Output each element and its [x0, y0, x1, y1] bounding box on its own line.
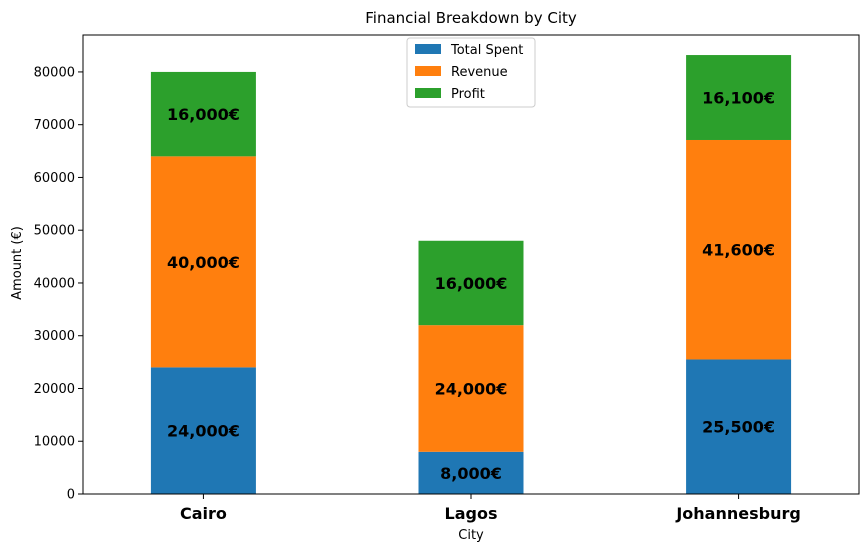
- y-tick-label: 30000: [34, 329, 75, 344]
- data-label-total-spent-cairo: 24,000€: [167, 422, 240, 441]
- y-ticks: 0 10000 20000 30000 40000 50000 60000 70000 8000…: [34, 65, 83, 503]
- y-tick-label: 10000: [34, 435, 75, 450]
- x-ticks: Cairo Lagos Johannesburg: [180, 494, 801, 523]
- y-tick-label: 60000: [34, 171, 75, 186]
- x-axis-label: City: [458, 528, 484, 543]
- bar-profit-cairo: [150, 71, 256, 157]
- bar-revenue-lagos: [418, 325, 524, 452]
- data-label-total-spent-johannesburg: 25,500€: [702, 418, 775, 437]
- x-tick-label-lagos: Lagos: [445, 504, 498, 523]
- bar-total-spent-johannesburg: [686, 359, 792, 494]
- y-tick-label: 70000: [34, 118, 75, 133]
- legend-label-total-spent: Total Spent: [450, 43, 523, 58]
- legend-label-revenue: Revenue: [451, 65, 508, 80]
- data-label-revenue-cairo: 40,000€: [167, 253, 240, 272]
- legend-label-profit: Profit: [451, 87, 485, 102]
- bars-group: [150, 55, 792, 494]
- data-label-revenue-johannesburg: 41,600€: [702, 241, 775, 260]
- bar-profit-lagos: [418, 240, 524, 326]
- bar-profit-johannesburg: [686, 55, 792, 140]
- bar-total-spent-cairo: [150, 367, 256, 494]
- bar-revenue-johannesburg: [686, 139, 792, 360]
- data-label-profit-lagos: 16,000€: [435, 274, 508, 293]
- y-axis-label: Amount (€): [10, 226, 25, 300]
- x-tick-label-cairo: Cairo: [180, 504, 227, 523]
- legend-swatch-revenue: [415, 66, 441, 76]
- y-tick-label: 80000: [34, 65, 75, 80]
- bar-total-spent-lagos: [418, 451, 524, 494]
- data-label-revenue-lagos: 24,000€: [435, 379, 508, 398]
- data-labels-group: 24,000€ 40,000€ 16,000€ 8,000€ 24,000€ 16,000…: [167, 89, 775, 483]
- bar-revenue-cairo: [150, 156, 256, 368]
- x-tick-label-johannesburg: Johannesburg: [675, 504, 800, 523]
- legend-swatch-total-spent: [415, 44, 441, 54]
- y-tick-label: 0: [67, 488, 75, 503]
- legend-swatch-profit: [415, 88, 441, 98]
- data-label-profit-johannesburg: 16,100€: [702, 89, 775, 108]
- data-label-profit-cairo: 16,000€: [167, 105, 240, 124]
- chart-title: Financial Breakdown by City: [365, 9, 577, 27]
- y-tick-label: 50000: [34, 224, 75, 239]
- y-tick-label: 40000: [34, 276, 75, 291]
- data-label-total-spent-lagos: 8,000€: [440, 464, 502, 483]
- legend: Total Spent Revenue Profit: [406, 37, 536, 108]
- y-tick-label: 20000: [34, 382, 75, 397]
